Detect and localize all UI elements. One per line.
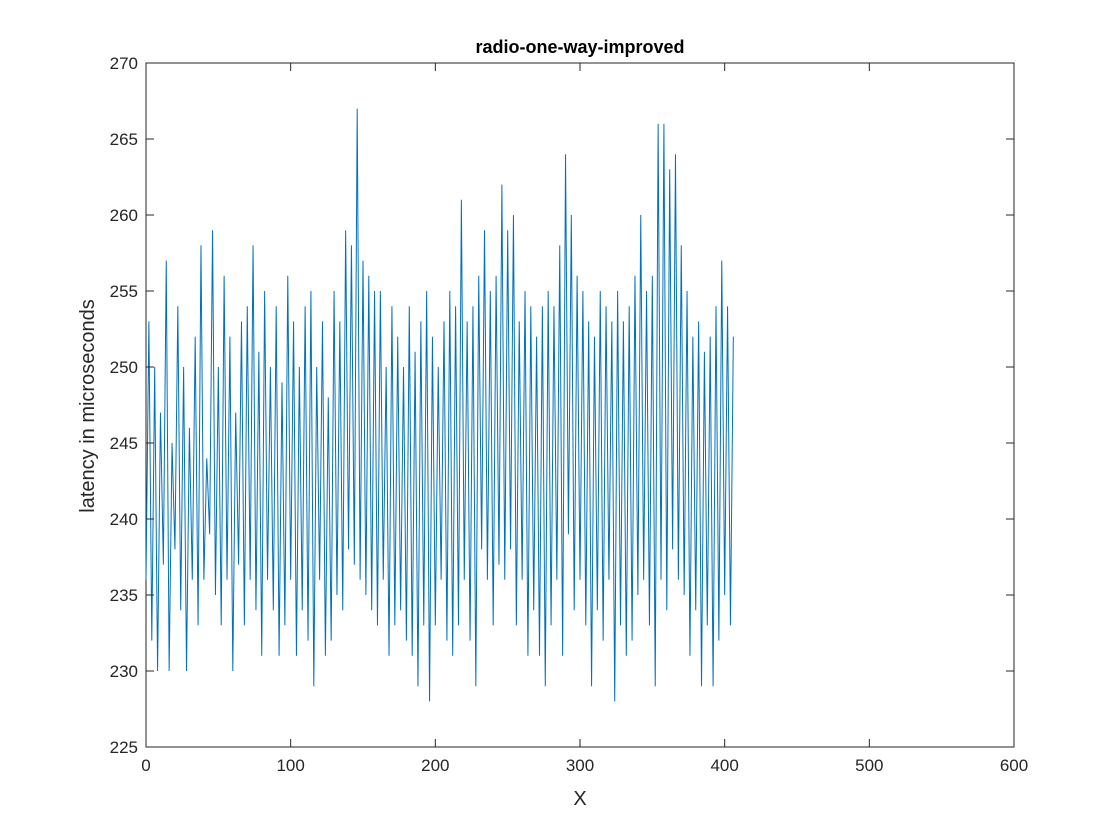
x-tick-label: 600 [1000,756,1028,775]
chart-title: radio-one-way-improved [475,37,684,57]
series-line-1 [145,108,734,702]
series-layer [145,108,734,702]
plot-area [145,62,1015,748]
x-tick-label: 500 [855,756,883,775]
y-tick-label: 260 [110,206,138,225]
y-tick-label: 225 [110,738,138,757]
y-tick-label: 250 [110,358,138,377]
y-tick-label: 255 [110,282,138,301]
y-tick-label: 245 [110,434,138,453]
x-tick-label: 400 [710,756,738,775]
y-axis: 225 230 235 240 245 250 255 260 265 270 [110,54,1014,757]
x-tick-label: 300 [566,756,594,775]
y-tick-label: 270 [110,54,138,73]
x-tick-label: 200 [421,756,449,775]
x-tick-label: 0 [141,756,150,775]
axes-box [145,62,1015,748]
y-axis-label: latency in microseconds [77,299,99,512]
x-tick-label: 100 [276,756,304,775]
x-axis-label: X [573,788,586,810]
y-tick-label: 235 [110,586,138,605]
y-tick-label: 265 [110,130,138,149]
x-axis: 0 100 200 300 400 500 600 [141,63,1028,775]
y-tick-label: 230 [110,662,138,681]
y-tick-label: 240 [110,510,138,529]
